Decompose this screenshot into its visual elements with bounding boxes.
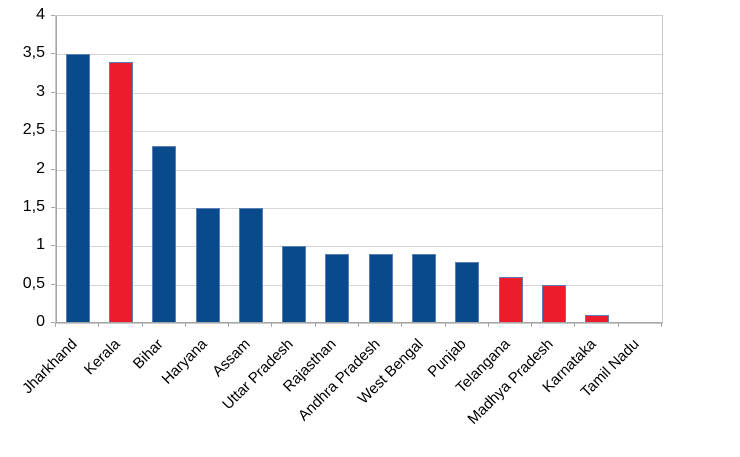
x-tick-mark [445,323,446,327]
x-tick-mark [488,323,489,327]
bar-jharkhand [66,54,90,323]
bar-rajasthan [325,254,349,323]
chart-plot-area [55,15,663,324]
y-tick-label: 1,5 [22,198,45,215]
bar-telangana [499,277,523,323]
y-tick-mark [51,53,55,54]
y-tick-mark [51,130,55,131]
x-axis-line [56,322,662,323]
x-tick-mark [185,323,186,327]
bar-uttar-pradesh [282,246,306,323]
y-tick-mark [51,322,55,323]
x-tick-mark [618,323,619,327]
x-tick-mark [531,323,532,327]
bar-kerala [109,62,133,323]
x-tick-mark [315,323,316,327]
y-tick-label: 0 [36,313,45,330]
gridline [56,131,662,132]
gridline [56,170,662,171]
x-tick-mark [55,323,56,327]
x-tick-mark [142,323,143,327]
gridline [56,285,662,286]
bar-bihar [152,146,176,323]
y-tick-label: 3,5 [22,44,45,61]
y-tick-mark [51,245,55,246]
gridline [56,208,662,209]
x-tick-mark [401,323,402,327]
y-tick-mark [51,207,55,208]
bar-madhya-pradesh [542,285,566,323]
gridline [56,54,662,55]
y-tick-label: 3 [36,83,45,100]
y-tick-label: 4 [36,6,45,23]
y-tick-label: 0,5 [22,275,45,292]
y-tick-label: 2,5 [22,121,45,138]
y-tick-label: 2 [36,160,45,177]
gridline [56,246,662,247]
bar-haryana [196,208,220,323]
y-tick-mark [51,284,55,285]
bar-assam [239,208,263,323]
bar-karnataka [585,315,609,323]
x-tick-mark [98,323,99,327]
x-tick-mark [661,323,662,327]
y-tick-label: 1 [36,236,45,253]
x-tick-mark [574,323,575,327]
y-axis-line [56,16,57,323]
bar-west-bengal [412,254,436,323]
y-tick-mark [51,15,55,16]
x-tick-mark [271,323,272,327]
bar-punjab [455,262,479,323]
x-tick-mark [358,323,359,327]
y-tick-mark [51,92,55,93]
x-tick-mark [228,323,229,327]
gridline [56,93,662,94]
x-label-tamil-nadu: Tamil Nadu [577,335,643,401]
bar-andhra-pradesh [369,254,393,323]
y-tick-mark [51,169,55,170]
